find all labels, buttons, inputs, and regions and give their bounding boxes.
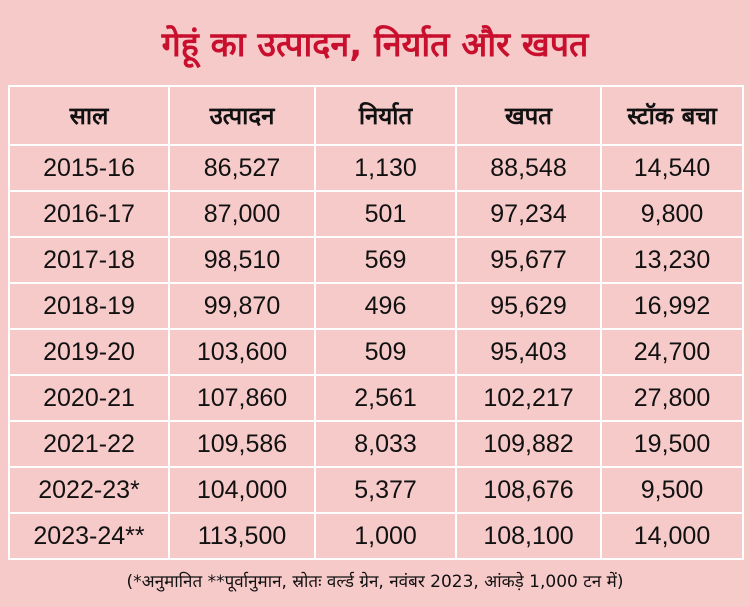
cell-consumption: 108,676 <box>455 466 602 514</box>
cell-stock-left: 13,230 <box>600 236 744 284</box>
cell-production: 107,860 <box>168 374 316 422</box>
cell-production: 98,510 <box>168 236 316 284</box>
header-row: साल उत्पादन निर्यात खपत स्टॉक बचा <box>8 85 744 146</box>
cell-consumption: 102,217 <box>455 374 602 422</box>
cell-export: 569 <box>314 236 457 284</box>
cell-year: 2018-19 <box>8 282 170 330</box>
column-header-consumption: खपत <box>455 85 602 146</box>
cell-consumption: 95,677 <box>455 236 602 284</box>
cell-year: 2015-16 <box>8 144 170 192</box>
cell-consumption: 95,403 <box>455 328 602 376</box>
column-header-stock-left: स्टॉक बचा <box>600 85 744 146</box>
cell-year: 2022-23* <box>8 466 170 514</box>
table-row: 2022-23* 104,000 5,377 108,676 9,500 <box>8 466 744 514</box>
cell-export: 5,377 <box>314 466 457 514</box>
cell-consumption: 108,100 <box>455 512 602 560</box>
cell-year: 2016-17 <box>8 190 170 238</box>
cell-year: 2021-22 <box>8 420 170 468</box>
cell-production: 109,586 <box>168 420 316 468</box>
table-row: 2021-22 109,586 8,033 109,882 19,500 <box>8 420 744 468</box>
footnote: (*अनुमानित **पूर्वानुमान, स्रोतः वर्ल्ड … <box>126 571 624 592</box>
cell-stock-left: 19,500 <box>600 420 744 468</box>
cell-stock-left: 24,700 <box>600 328 744 376</box>
cell-year: 2023-24** <box>8 512 170 560</box>
table-row: 2019-20 103,600 509 95,403 24,700 <box>8 328 744 376</box>
cell-production: 104,000 <box>168 466 316 514</box>
cell-stock-left: 14,000 <box>600 512 744 560</box>
table-row: 2017-18 98,510 569 95,677 13,230 <box>8 236 744 284</box>
cell-production: 99,870 <box>168 282 316 330</box>
table-row: 2020-21 107,860 2,561 102,217 27,800 <box>8 374 744 422</box>
table-row: 2016-17 87,000 501 97,234 9,800 <box>8 190 744 238</box>
column-header-export: निर्यात <box>314 85 457 146</box>
cell-consumption: 97,234 <box>455 190 602 238</box>
table-body: 2015-16 86,527 1,130 88,548 14,540 2016-17 87,… <box>8 144 744 560</box>
cell-consumption: 109,882 <box>455 420 602 468</box>
column-header-year: साल <box>8 85 170 146</box>
cell-year: 2019-20 <box>8 328 170 376</box>
cell-stock-left: 9,500 <box>600 466 744 514</box>
cell-export: 509 <box>314 328 457 376</box>
cell-year: 2020-21 <box>8 374 170 422</box>
cell-export: 501 <box>314 190 457 238</box>
table-row: 2023-24** 113,500 1,000 108,100 14,000 <box>8 512 744 560</box>
table-title: गेहूं का उत्पादन, निर्यात और खपत <box>161 25 589 65</box>
cell-export: 496 <box>314 282 457 330</box>
table-row: 2015-16 86,527 1,130 88,548 14,540 <box>8 144 744 192</box>
data-table: साल उत्पादन निर्यात खपत स्टॉक बचा 2015-1… <box>8 85 744 560</box>
cell-production: 103,600 <box>168 328 316 376</box>
cell-export: 8,033 <box>314 420 457 468</box>
cell-stock-left: 9,800 <box>600 190 744 238</box>
cell-stock-left: 14,540 <box>600 144 744 192</box>
cell-year: 2017-18 <box>8 236 170 284</box>
cell-consumption: 95,629 <box>455 282 602 330</box>
table-row: 2018-19 99,870 496 95,629 16,992 <box>8 282 744 330</box>
column-header-production: उत्पादन <box>168 85 316 146</box>
cell-export: 1,130 <box>314 144 457 192</box>
cell-consumption: 88,548 <box>455 144 602 192</box>
cell-stock-left: 27,800 <box>600 374 744 422</box>
cell-stock-left: 16,992 <box>600 282 744 330</box>
cell-export: 1,000 <box>314 512 457 560</box>
cell-production: 86,527 <box>168 144 316 192</box>
cell-export: 2,561 <box>314 374 457 422</box>
cell-production: 113,500 <box>168 512 316 560</box>
cell-production: 87,000 <box>168 190 316 238</box>
